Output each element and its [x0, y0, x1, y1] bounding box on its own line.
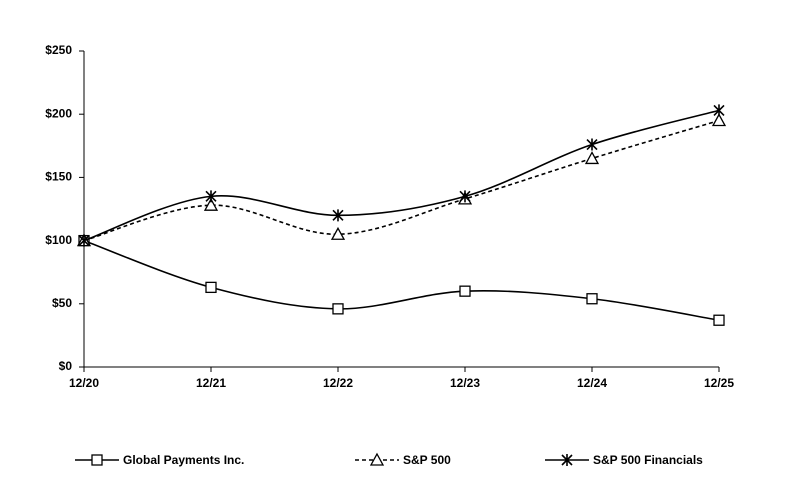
legend-marker: [91, 454, 103, 466]
y-tick-label: $50: [52, 296, 72, 310]
data-point: [586, 293, 598, 305]
series-line: [83, 119, 720, 242]
series-line: [83, 239, 720, 322]
data-point: [78, 234, 90, 247]
x-tick-label: 12/23: [450, 376, 480, 390]
legend-label: S&P 500 Financials: [593, 453, 703, 467]
data-point: [332, 303, 344, 315]
data-point: [205, 281, 217, 294]
x-tick-label: 12/22: [323, 376, 353, 390]
data-point: [586, 138, 598, 151]
y-tick-label: $100: [45, 233, 72, 247]
data-point: [713, 314, 725, 326]
data-point: [459, 285, 471, 297]
data-point: [330, 226, 346, 240]
y-tick-label: $250: [45, 43, 72, 57]
series-line: [83, 109, 720, 242]
x-tick-label: 12/21: [196, 376, 226, 390]
x-tick-label: 12/24: [577, 376, 607, 390]
y-tick-label: $150: [45, 170, 72, 184]
legend-marker: [369, 452, 385, 466]
legend-label: S&P 500: [403, 453, 451, 467]
y-tick-label: $200: [45, 106, 72, 120]
data-point: [711, 113, 727, 127]
legend-label: Global Payments Inc.: [123, 453, 244, 467]
data-point: [459, 190, 471, 203]
y-tick-label: $0: [59, 359, 73, 373]
x-tick-label: 12/25: [704, 376, 734, 390]
data-point: [713, 104, 725, 117]
legend-marker: [561, 454, 573, 466]
x-tick-label: 12/20: [69, 376, 99, 390]
data-point: [584, 151, 600, 165]
data-point: [332, 209, 344, 222]
data-point: [205, 190, 217, 203]
data-point: [203, 197, 219, 211]
